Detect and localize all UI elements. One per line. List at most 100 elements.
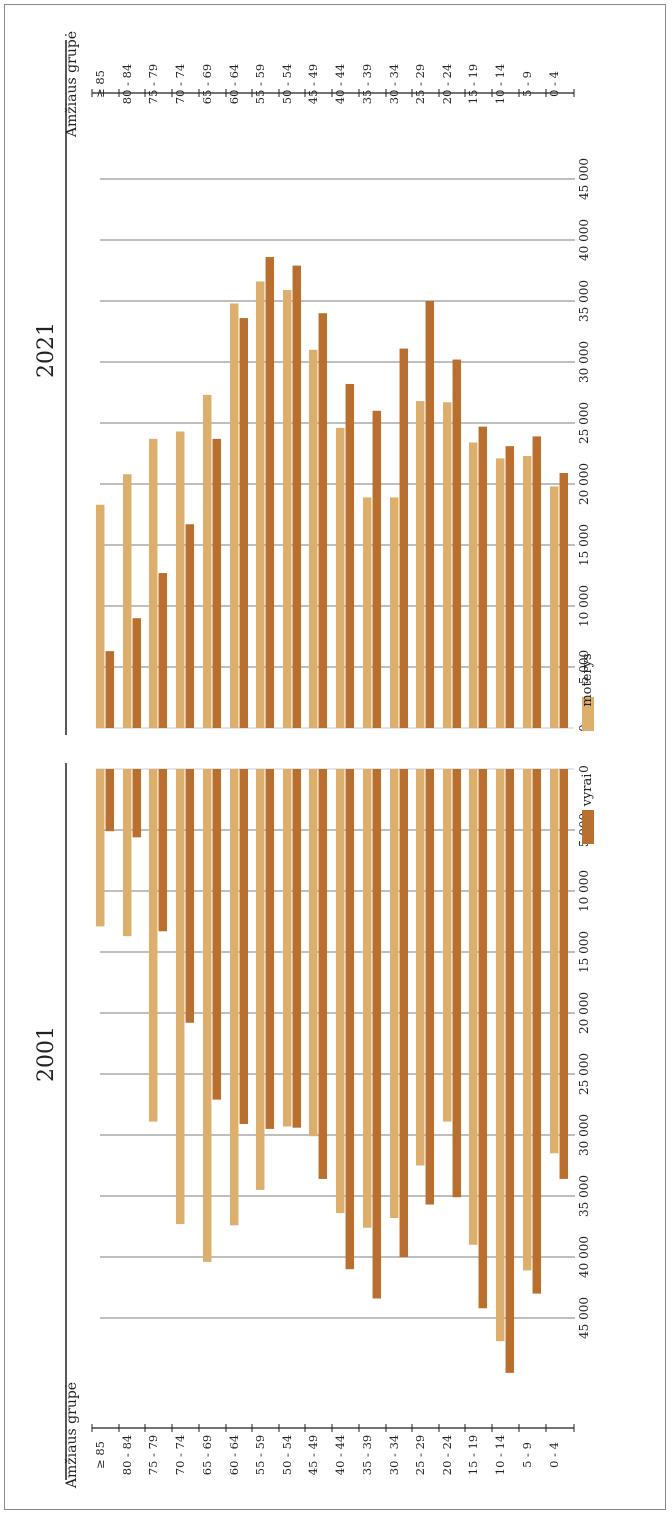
bar-vyrai-4 [212, 438, 222, 728]
category-label: 60 - 64 [227, 64, 241, 104]
y-tick-label: 0 [577, 765, 591, 773]
category-label: 80 - 84 [120, 64, 134, 104]
y-tick-label: 20 000 [577, 992, 591, 1034]
legend-label-vyrai: vyrai [580, 774, 595, 808]
category-label: 25 - 29 [413, 1435, 427, 1475]
bar-vyrai-3 [185, 524, 195, 728]
category-label: 50 - 54 [280, 1435, 294, 1475]
bar-moterys-3 [175, 431, 185, 728]
bar-vyrai-1 [132, 769, 142, 838]
bar-moterys-2 [148, 769, 158, 1122]
bar-moterys-9 [335, 427, 345, 728]
category-label: 0 - 4 [547, 1442, 561, 1468]
category-label: 30 - 34 [387, 1435, 401, 1475]
category-label: 80 - 84 [120, 1435, 134, 1475]
axis-title: Amžiaus grupė [64, 1382, 80, 1489]
category-label: 55 - 59 [253, 1435, 267, 1475]
bar-vyrai-5 [239, 769, 249, 1125]
bar-vyrai-7 [292, 769, 302, 1128]
category-label: 10 - 14 [493, 64, 507, 104]
y-tick-label: 15 000 [577, 931, 591, 973]
y-tick-label: 40 000 [577, 219, 591, 261]
category-label: 65 - 69 [200, 1435, 214, 1475]
bar-moterys-11 [389, 497, 399, 728]
legend-label-moterys: moterys [580, 653, 595, 706]
y-tick-label: 30 000 [577, 1114, 591, 1156]
bar-moterys-13 [442, 769, 452, 1122]
bar-moterys-16 [522, 455, 532, 728]
bar-vyrai-6 [265, 257, 275, 728]
y-tick-label: 25 000 [577, 402, 591, 444]
y-tick-label: 20 000 [577, 463, 591, 505]
bar-vyrai-9 [345, 769, 355, 1270]
bar-moterys-1 [122, 474, 132, 728]
bar-moterys-4 [202, 769, 212, 1262]
category-label: 70 - 74 [173, 1435, 187, 1475]
bar-vyrai-15 [505, 446, 515, 728]
bar-moterys-14 [468, 769, 478, 1245]
bar-moterys-12 [415, 769, 425, 1166]
category-label: 60 - 64 [227, 1435, 241, 1475]
bar-moterys-8 [308, 349, 318, 728]
category-label: 50 - 54 [280, 64, 294, 104]
category-label: 20 - 24 [440, 1435, 454, 1475]
category-label: 20 - 24 [440, 64, 454, 104]
bar-moterys-0 [95, 504, 105, 728]
bar-moterys-8 [308, 769, 318, 1137]
category-label: 30 - 34 [387, 64, 401, 104]
axis-title: Amžiaus grupė [64, 31, 80, 138]
bar-moterys-15 [495, 458, 505, 728]
category-label: 10 - 14 [493, 1435, 507, 1475]
bar-vyrai-11 [399, 769, 409, 1257]
bar-vyrai-13 [452, 359, 462, 728]
bar-vyrai-10 [372, 410, 382, 728]
bar-moterys-11 [389, 769, 399, 1218]
bar-moterys-7 [282, 290, 292, 728]
bar-vyrai-13 [452, 769, 462, 1198]
bar-vyrai-9 [345, 383, 355, 728]
bar-moterys-1 [122, 769, 132, 937]
bar-moterys-17 [549, 486, 559, 728]
y-tick-label: 25 000 [577, 1053, 591, 1095]
category-label: 45 - 49 [306, 64, 320, 104]
bar-moterys-13 [442, 402, 452, 728]
bar-moterys-14 [468, 442, 478, 728]
bar-vyrai-2 [158, 769, 168, 932]
chart-title: 2001 [34, 1026, 59, 1082]
category-label: 40 - 44 [333, 64, 347, 104]
legend-swatch-vyrai [582, 810, 594, 844]
bar-vyrai-15 [505, 769, 515, 1373]
y-tick-label: 10 000 [577, 870, 591, 912]
y-tick-label: 45 000 [577, 1297, 591, 1339]
y-tick-label: 40 000 [577, 1236, 591, 1278]
category-label: 65 - 69 [200, 64, 214, 104]
category-label: 45 - 49 [306, 1435, 320, 1475]
bar-vyrai-5 [239, 318, 249, 728]
y-tick-label: 35 000 [577, 1175, 591, 1217]
y-tick-label: 35 000 [577, 280, 591, 322]
chart-title: 2021 [34, 322, 59, 378]
bar-moterys-12 [415, 401, 425, 728]
bar-moterys-16 [522, 769, 532, 1271]
bar-moterys-2 [148, 438, 158, 728]
bar-vyrai-14 [478, 769, 488, 1309]
bar-moterys-7 [282, 769, 292, 1127]
category-label: ≥ 85 [93, 70, 107, 98]
y-tick-label: 5 000 [577, 650, 591, 684]
bar-moterys-17 [549, 769, 559, 1154]
bar-vyrai-12 [425, 769, 435, 1205]
y-tick-label: 45 000 [577, 158, 591, 200]
bar-vyrai-1 [132, 618, 142, 728]
bar-moterys-15 [495, 769, 505, 1342]
category-label: 55 - 59 [253, 64, 267, 104]
bar-moterys-5 [229, 303, 239, 728]
bar-moterys-5 [229, 769, 239, 1226]
bar-moterys-6 [255, 281, 265, 728]
bar-vyrai-4 [212, 769, 222, 1100]
legend-swatch-moterys [582, 697, 594, 731]
bar-moterys-0 [95, 769, 105, 927]
category-label: 5 - 9 [520, 71, 534, 97]
